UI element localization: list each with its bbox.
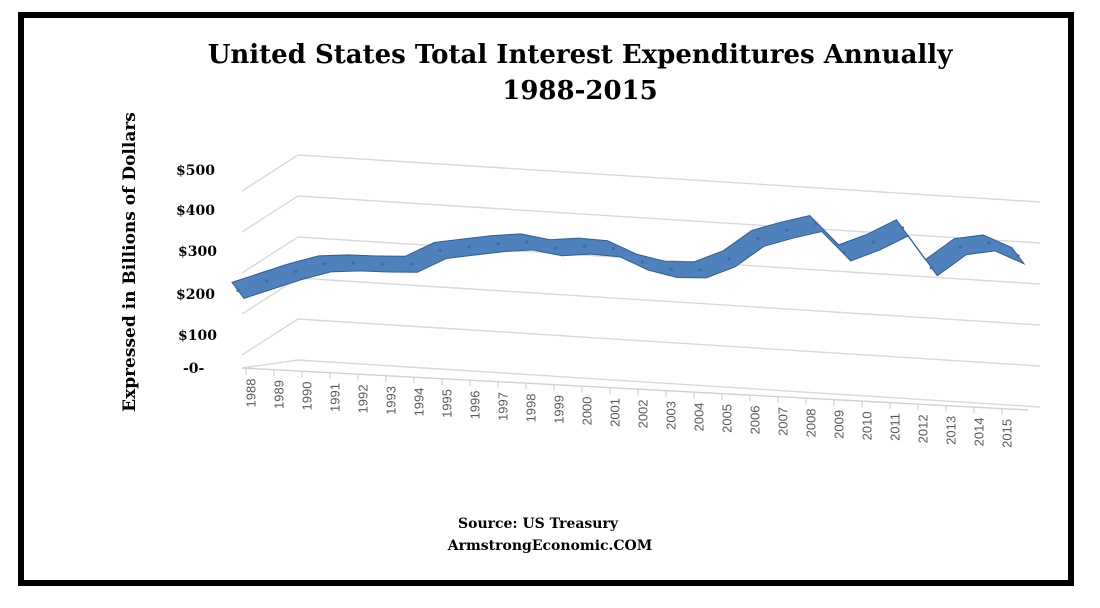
data-point: [236, 288, 240, 292]
data-point: [583, 244, 587, 248]
y-tick-label: -0-: [183, 361, 205, 377]
y-tick-label: $500: [176, 163, 215, 179]
gridline: [297, 359, 1041, 408]
data-point: [496, 242, 500, 246]
data-point: [323, 262, 327, 266]
x-tick-label: 2012: [915, 414, 930, 443]
x-tick-label: 2009: [831, 410, 846, 439]
data-point: [640, 260, 645, 264]
x-tick-label: 1994: [411, 388, 426, 417]
gridline: [297, 277, 1041, 326]
data-point: [727, 257, 731, 261]
x-tick-label: 1993: [383, 386, 398, 415]
data-point: [958, 245, 962, 249]
source-line-2: ArmstrongEconomic.COM: [447, 538, 653, 554]
x-tick-label: 2001: [607, 398, 622, 427]
gridline: [297, 195, 1041, 244]
x-tick-label: 2008: [803, 408, 818, 437]
data-point: [1016, 254, 1020, 258]
y-tick-label: $300: [178, 244, 217, 260]
x-tick-label: 2011: [887, 413, 902, 441]
data-point: [669, 267, 673, 272]
x-tick-label: 1997: [495, 392, 510, 421]
gridline-depth: [241, 236, 299, 274]
x-tick-label: 1991: [327, 383, 342, 412]
x-tick-label: 1996: [467, 391, 482, 420]
x-tick-label: 2007: [775, 407, 790, 436]
x-tick-label: 2013: [943, 416, 958, 445]
data-point: [265, 279, 269, 283]
chart-frame: [18, 12, 1074, 586]
x-tick-label: 2014: [971, 417, 986, 446]
data-point: [785, 228, 789, 232]
x-tick-label: 1992: [355, 385, 370, 414]
x-tick-label: 2015: [999, 419, 1014, 448]
data-point: [987, 241, 991, 245]
x-tick-label: 2006: [747, 405, 762, 434]
data-point: [525, 240, 529, 244]
y-tick-label: $200: [176, 287, 215, 303]
y-tick-label: $100: [178, 328, 217, 344]
x-tick-label: 2005: [719, 404, 734, 433]
data-point: [554, 246, 558, 250]
x-tick-label: 1990: [299, 382, 314, 411]
series-ribbon: [231, 214, 1026, 299]
y-tick-label: $400: [176, 203, 215, 219]
x-tick-label: 1988: [243, 379, 258, 408]
data-point: [352, 261, 356, 265]
gridline: [297, 154, 1041, 203]
data-point: [698, 268, 702, 272]
data-point: [872, 240, 876, 244]
data-point: [438, 248, 442, 253]
data-point: [612, 247, 616, 251]
data-point: [380, 262, 384, 266]
chart-subtitle: 1988-2015: [502, 76, 658, 106]
data-point: [756, 236, 760, 240]
x-tick-label: 1995: [439, 389, 454, 418]
data-point: [467, 245, 471, 249]
data-point: [929, 266, 933, 270]
x-tick-label: 2004: [691, 402, 706, 431]
gridline-depth: [241, 154, 299, 192]
x-tick-label: 1999: [551, 395, 566, 424]
gridline-depth: [241, 359, 299, 369]
gridline: [297, 318, 1041, 367]
data-point: [843, 251, 847, 255]
x-tick-label: 2010: [859, 411, 874, 440]
gridline-depth: [241, 195, 299, 233]
x-axis-line: [241, 367, 1029, 411]
x-tick-label: 1989: [271, 380, 286, 409]
data-point: [814, 221, 818, 226]
x-tick-label: 1998: [523, 393, 538, 422]
x-tick-label: 2003: [663, 401, 678, 430]
data-point: [294, 269, 298, 274]
x-tick-label: 2000: [579, 396, 594, 425]
data-point: [409, 262, 413, 266]
data-point: [900, 226, 905, 230]
source-line-1: Source: US Treasury: [458, 516, 618, 532]
gridline: [297, 236, 1041, 285]
gridline-depth: [241, 318, 299, 356]
chart-title: United States Total Interest Expenditure…: [207, 40, 953, 70]
x-tick-label: 2002: [635, 399, 650, 428]
